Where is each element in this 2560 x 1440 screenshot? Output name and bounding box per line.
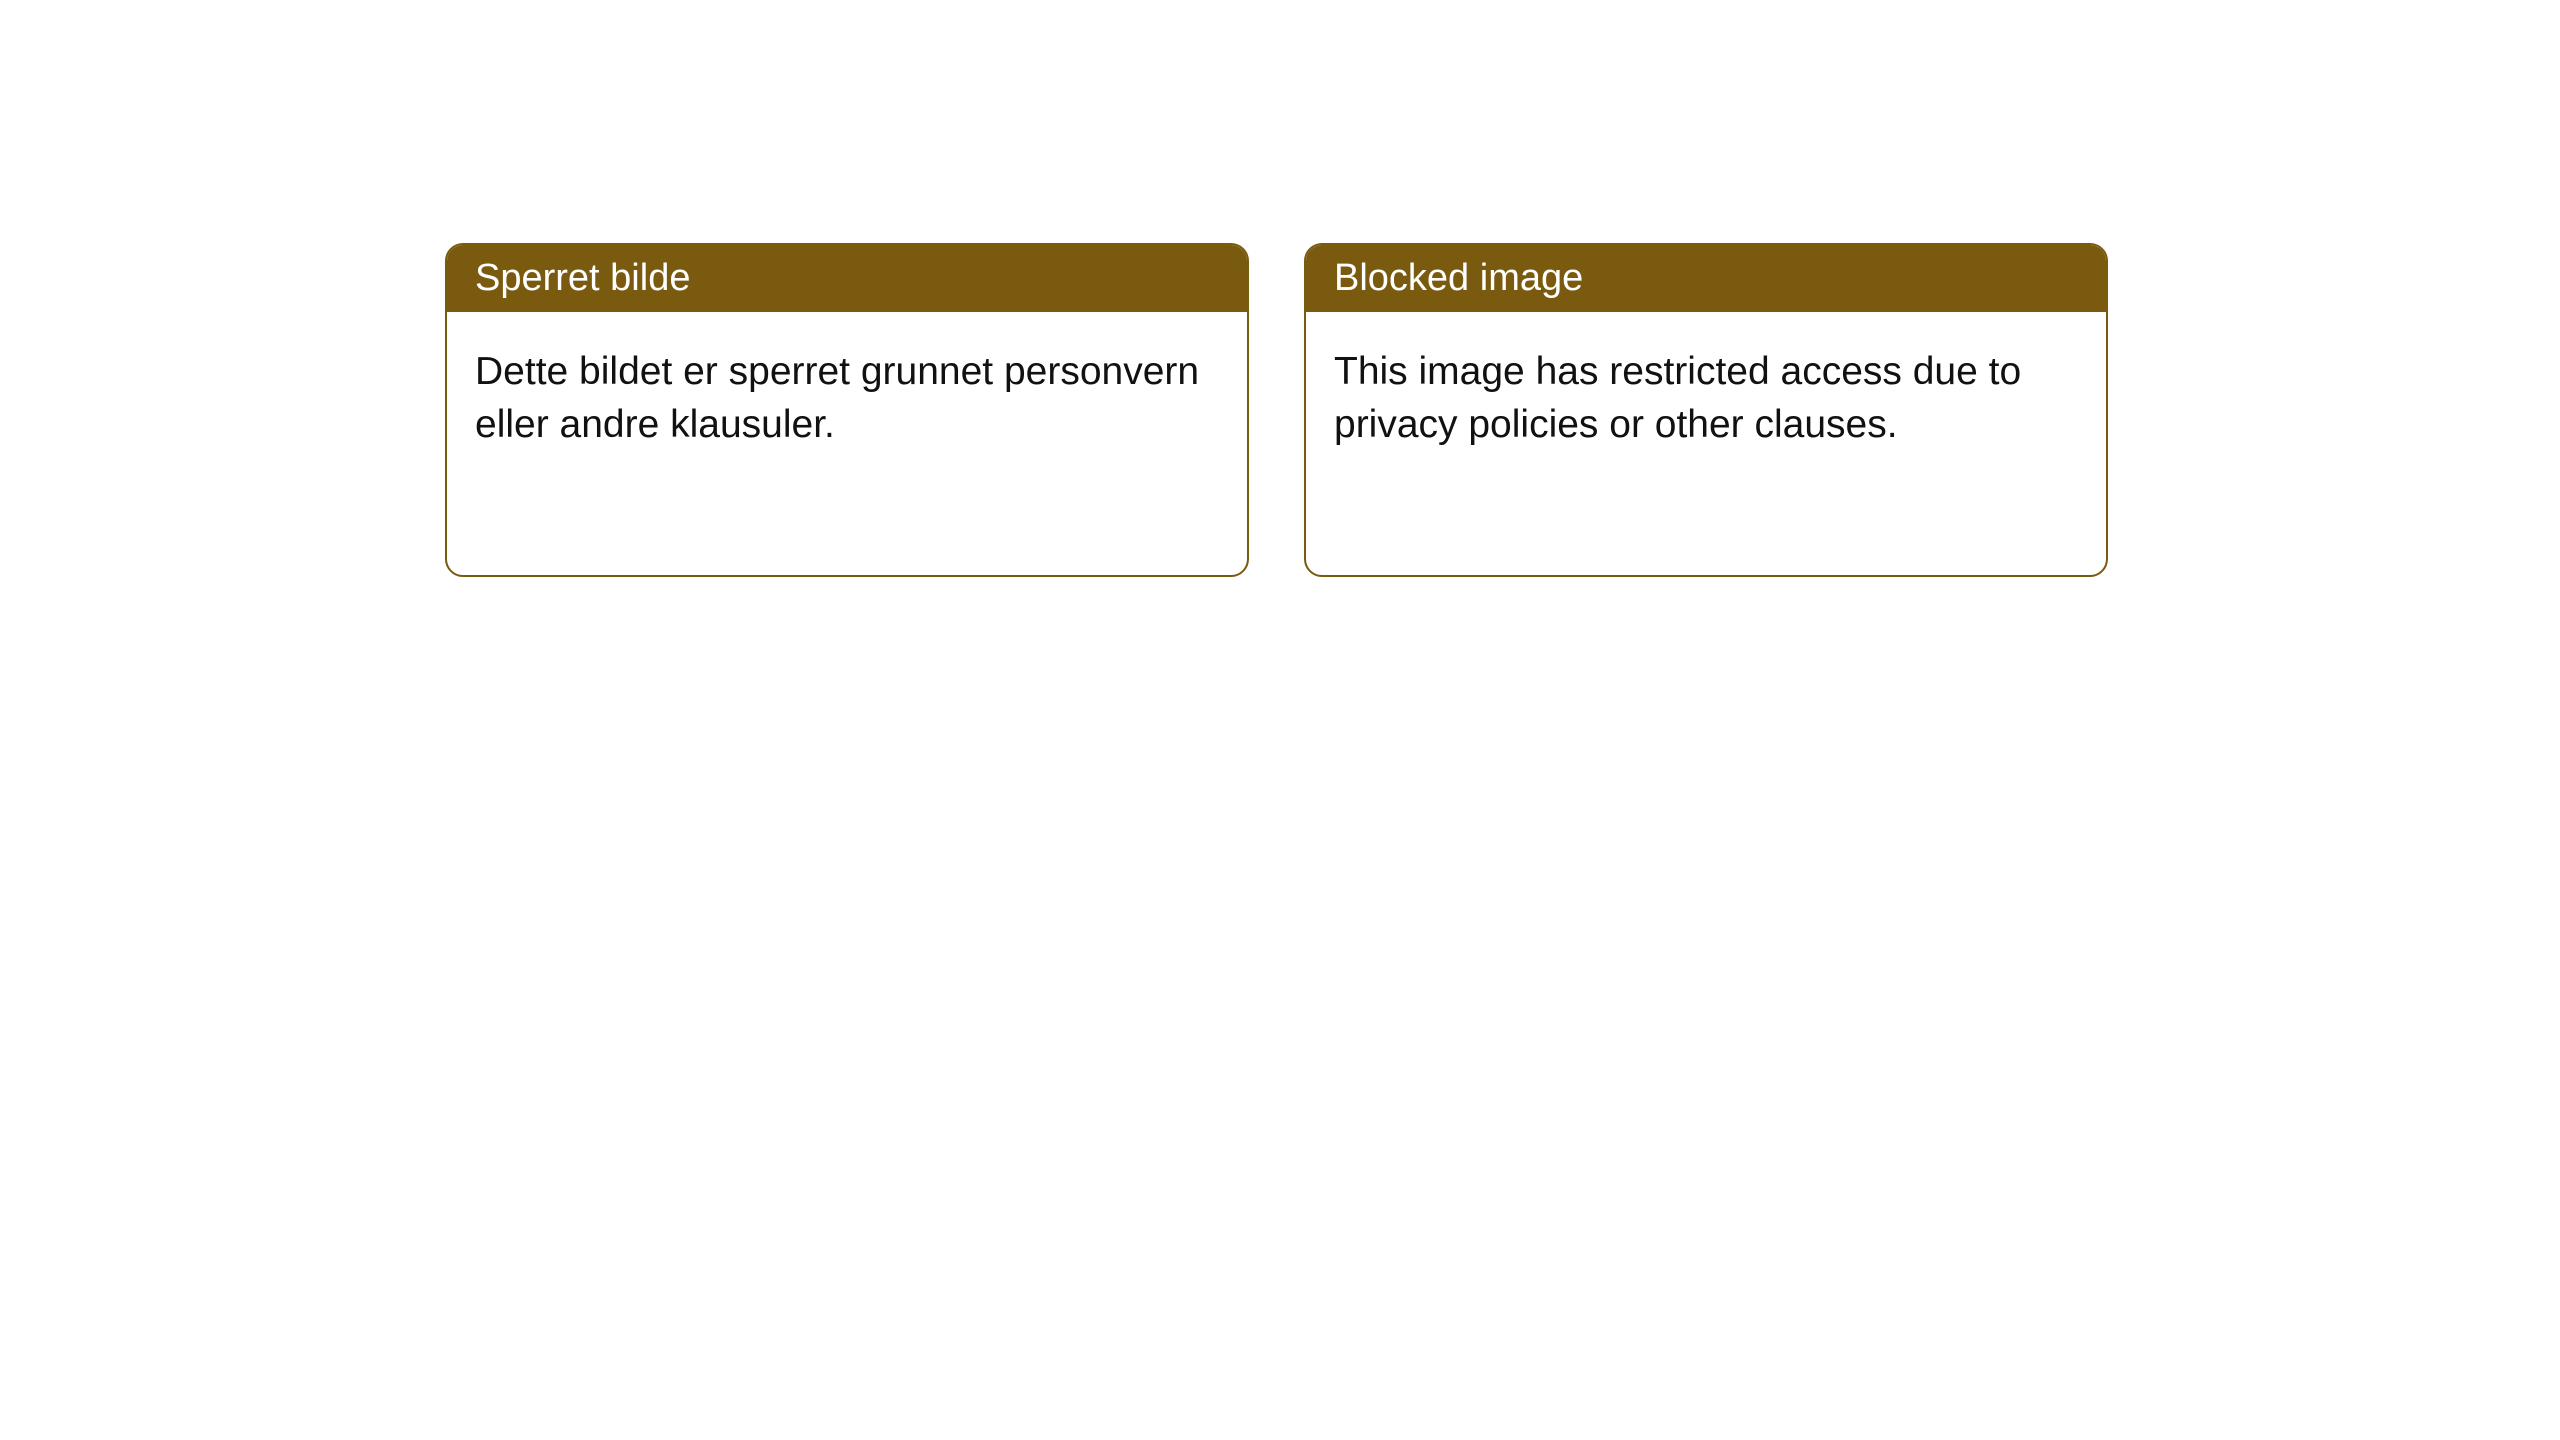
notice-title: Sperret bilde: [475, 257, 690, 299]
notice-body: This image has restricted access due to …: [1306, 312, 2106, 485]
notice-header: Blocked image: [1306, 245, 2106, 312]
notice-card-english: Blocked image This image has restricted …: [1304, 243, 2108, 577]
notice-header: Sperret bilde: [447, 245, 1247, 312]
notice-body-text: This image has restricted access due to …: [1334, 350, 2021, 446]
notice-body: Dette bildet er sperret grunnet personve…: [447, 312, 1247, 485]
notice-body-text: Dette bildet er sperret grunnet personve…: [475, 350, 1199, 446]
notice-title: Blocked image: [1334, 257, 1583, 299]
notice-card-norwegian: Sperret bilde Dette bildet er sperret gr…: [445, 243, 1249, 577]
notice-container: Sperret bilde Dette bildet er sperret gr…: [0, 0, 2560, 577]
